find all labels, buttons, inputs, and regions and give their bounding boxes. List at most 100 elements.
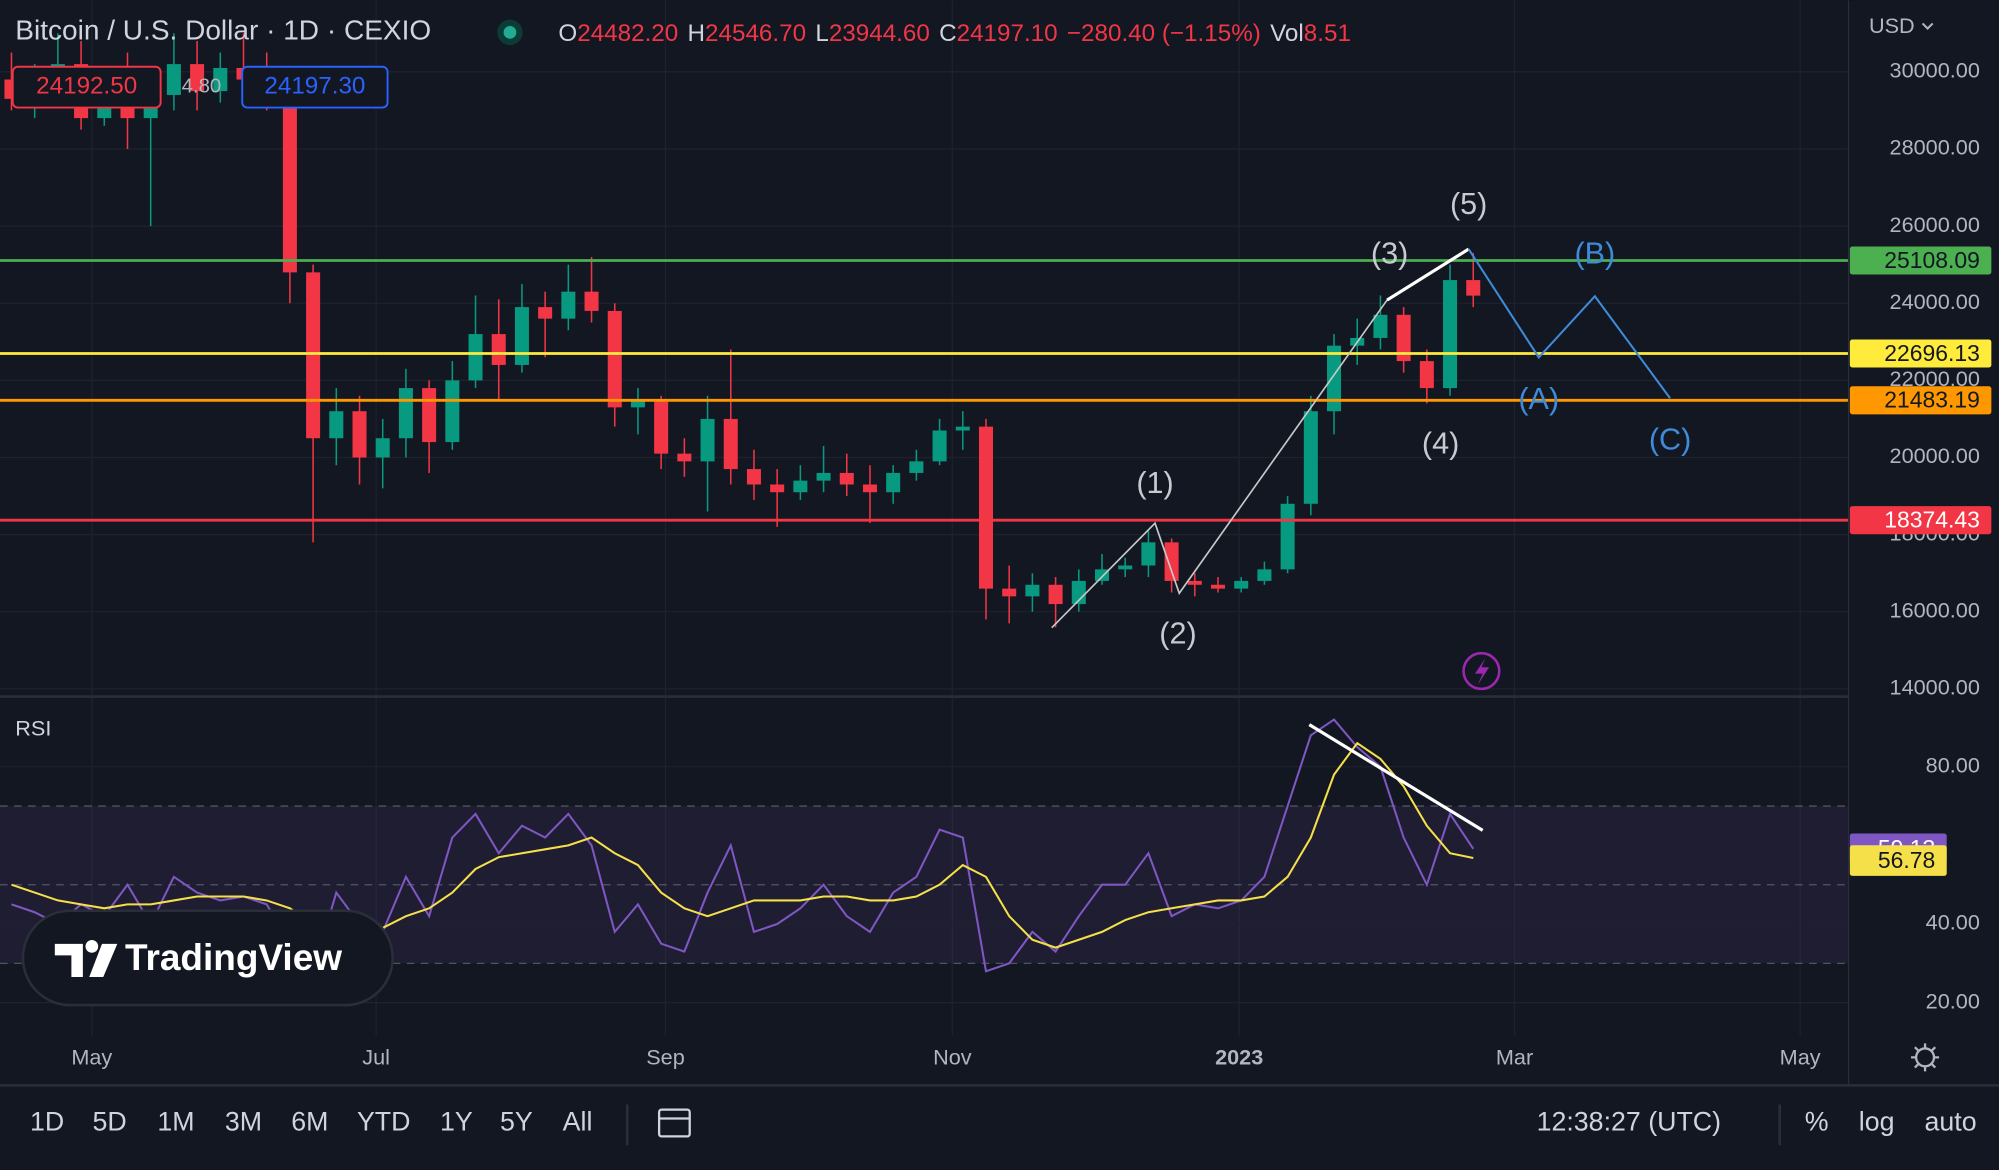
candle-body	[1234, 580, 1249, 589]
level-label-box	[1849, 339, 1992, 368]
candle-body	[561, 291, 576, 319]
range-button[interactable]: 5Y	[500, 1107, 533, 1137]
candle-body	[468, 334, 483, 381]
range-button[interactable]: 1M	[157, 1107, 194, 1137]
currency-caret[interactable]	[1921, 22, 1934, 30]
ohlc-key: C	[939, 20, 957, 47]
time-label: Nov	[933, 1044, 972, 1069]
candle-body	[1164, 542, 1179, 581]
rsi-value-box	[1849, 845, 1947, 876]
ohlc-value: 24197.10	[957, 20, 1058, 47]
candle-body	[839, 472, 854, 485]
rsi-tick-label: 20.00	[1926, 988, 1980, 1013]
candle-body	[213, 67, 228, 92]
vol-value: 8.51	[1304, 20, 1351, 47]
spread: 4.80	[182, 76, 222, 98]
candle-body	[770, 484, 785, 493]
candle-body	[491, 334, 506, 365]
wave-label: (5)	[1450, 187, 1487, 221]
candle-body	[1025, 584, 1040, 597]
date-range-icon[interactable]	[657, 1108, 691, 1138]
wave-label: (2)	[1159, 616, 1196, 650]
projection-line	[1467, 248, 1671, 399]
ohlc-value: 24482.20	[577, 20, 678, 47]
auto-toggle[interactable]: auto	[1925, 1107, 1977, 1137]
range-button[interactable]: 1Y	[440, 1107, 473, 1137]
logo-badge	[21, 909, 394, 1007]
candle-body	[1443, 280, 1458, 389]
settings-teeth[interactable]	[1911, 1043, 1940, 1072]
bid[interactable]: 24192.50	[36, 73, 137, 100]
candle-body	[978, 426, 993, 589]
percent-toggle[interactable]: %	[1805, 1107, 1829, 1137]
candle-body	[1327, 345, 1342, 412]
candle-body	[1303, 411, 1318, 504]
time-label: Mar	[1496, 1044, 1533, 1069]
candle-body	[352, 411, 367, 458]
level-label: 18374.43	[1884, 507, 1980, 533]
range-button[interactable]: YTD	[357, 1107, 411, 1137]
candle-body	[538, 307, 553, 319]
candle-body	[1002, 588, 1017, 597]
status-dot	[503, 25, 517, 39]
rsi-tick-label: 40.00	[1926, 910, 1980, 935]
range-button[interactable]: 3M	[225, 1107, 262, 1137]
alert-bolt[interactable]	[1475, 658, 1490, 686]
symbol-title[interactable]: Bitcoin / U.S. Dollar · 1D · CEXIO	[15, 15, 431, 46]
candle-body	[1071, 580, 1086, 605]
candle-body	[1048, 584, 1063, 605]
sell-box[interactable]	[11, 65, 162, 109]
ohlc-key: L	[815, 20, 828, 47]
candle-body	[862, 484, 877, 493]
rsi-line	[11, 741, 1474, 949]
level-label: 21483.19	[1884, 387, 1980, 413]
rsi-line	[11, 718, 1475, 974]
change: −280.40 (−1.15%)	[1067, 20, 1261, 47]
price-tick-label: 20000.00	[1890, 443, 1980, 468]
buy-box[interactable]	[241, 65, 389, 109]
correction-label: (A)	[1518, 382, 1559, 416]
currency[interactable]: USD	[1869, 13, 1915, 38]
candle-body	[746, 469, 761, 485]
alert-icon[interactable]	[1462, 651, 1501, 691]
range-button[interactable]: 1D	[30, 1107, 64, 1137]
candle-body	[1257, 569, 1272, 581]
range-button[interactable]: All	[563, 1107, 593, 1137]
candle-body	[1118, 565, 1133, 570]
clock: 12:38:27 (UTC)	[1537, 1107, 1721, 1137]
ask[interactable]: 24197.30	[264, 73, 365, 100]
ohlc-key: O	[558, 20, 577, 47]
wave-label: (1)	[1136, 466, 1173, 500]
log-toggle[interactable]: log	[1859, 1107, 1895, 1137]
range-button[interactable]: 5D	[93, 1107, 127, 1137]
candle-body	[306, 272, 321, 439]
level-label: 22696.13	[1884, 340, 1980, 366]
ohlc-value: 24546.70	[705, 20, 806, 47]
candle-body	[607, 310, 622, 408]
price-tick-label: 26000.00	[1890, 212, 1980, 237]
wave-label: (4)	[1422, 426, 1459, 460]
range-button[interactable]: 6M	[291, 1107, 328, 1137]
ohlc: O24482.20 H24546.70 L23944.60 C24197.10 …	[558, 20, 1351, 47]
candle-body	[398, 388, 413, 439]
candle-body	[1280, 503, 1295, 570]
correction-label: (B)	[1574, 237, 1615, 271]
candle-body	[514, 307, 529, 365]
candle-body	[166, 64, 181, 95]
candle-body	[816, 472, 831, 481]
time-label: 2023	[1215, 1044, 1263, 1069]
candle-body	[422, 388, 437, 443]
price-tick-label: 30000.00	[1890, 58, 1980, 83]
calendar-icon[interactable]	[657, 1108, 691, 1138]
time-label: May	[71, 1044, 112, 1069]
logo-mark	[54, 940, 118, 978]
level-label-box	[1849, 506, 1992, 535]
alert-circle[interactable]	[1462, 651, 1501, 691]
candle-body	[1211, 584, 1226, 589]
settings-icon[interactable]	[1911, 1043, 1940, 1072]
candle-body	[584, 291, 599, 311]
candle-body	[1094, 569, 1110, 581]
candle-body	[1466, 280, 1481, 296]
candle-body	[909, 461, 924, 473]
